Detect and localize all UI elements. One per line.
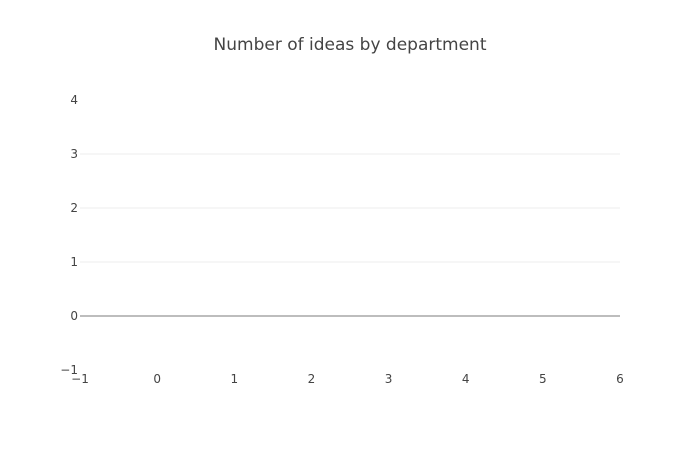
y-axis-ticks: −1 0 1 2 3 4: [60, 93, 78, 377]
x-tick-label: 5: [539, 372, 547, 386]
y-tick-label: 2: [70, 201, 78, 215]
x-axis-ticks: −1 0 1 2 3 4 5 6: [71, 372, 624, 386]
y-tick-label: 1: [70, 255, 78, 269]
x-tick-label: 6: [616, 372, 624, 386]
grid-lines: [80, 153, 620, 263]
y-tick-label: 4: [70, 93, 78, 107]
y-tick-label: 3: [70, 147, 78, 161]
x-tick-label: 3: [385, 372, 393, 386]
chart-title: Number of ideas by department: [214, 35, 487, 55]
x-tick-label: −1: [71, 372, 89, 386]
y-tick-label: 0: [70, 309, 78, 323]
y-tick-label: −1: [60, 363, 78, 377]
x-tick-label: 1: [230, 372, 238, 386]
x-tick-label: 2: [308, 372, 316, 386]
x-tick-label: 4: [462, 372, 470, 386]
x-tick-label: 0: [153, 372, 161, 386]
